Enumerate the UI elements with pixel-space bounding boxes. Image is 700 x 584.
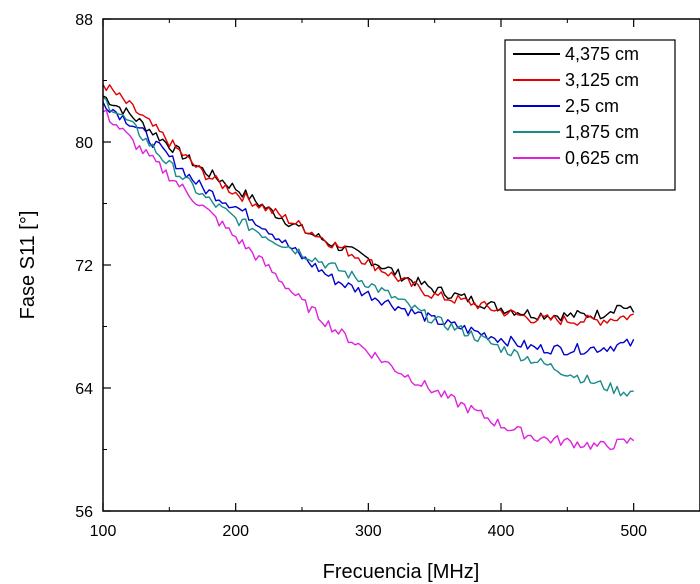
- series-line-5: [103, 109, 635, 451]
- legend-label-4: 1,875 cm: [565, 122, 639, 142]
- x-axis-label: Frecuencia [MHz]: [323, 561, 480, 583]
- series-line-4: [103, 96, 634, 397]
- legend-label-2: 3,125 cm: [565, 70, 639, 90]
- tick-layer: 100 200 300 400 500 56 64 72 80 88: [75, 12, 647, 540]
- legend-box: [504, 39, 676, 191]
- legend-label-1: 4,375 cm: [565, 44, 639, 64]
- legend-label-5: 0,625 cm: [565, 148, 639, 168]
- x-tick-label: 100: [90, 523, 117, 540]
- legend: 4,375 cm 3,125 cm 2,5 cm 1,875 cm 0,625 cm: [504, 39, 676, 191]
- x-tick-label: 200: [222, 523, 249, 540]
- series-line-2: [103, 84, 634, 326]
- x-tick-label: 300: [355, 523, 382, 540]
- y-axis-label: Fase S11 [°]: [17, 211, 39, 320]
- legend-label-3: 2,5 cm: [565, 96, 619, 116]
- y-tick-label: 80: [75, 135, 93, 152]
- x-tick-label: 500: [620, 523, 647, 540]
- series-line-3: [103, 101, 635, 356]
- y-tick-label: 72: [75, 258, 93, 275]
- y-tick-label: 64: [75, 381, 93, 398]
- series-layer: [103, 84, 635, 451]
- x-tick-label: 400: [488, 523, 515, 540]
- y-tick-label: 88: [75, 12, 93, 29]
- y-tick-label: 56: [75, 504, 93, 521]
